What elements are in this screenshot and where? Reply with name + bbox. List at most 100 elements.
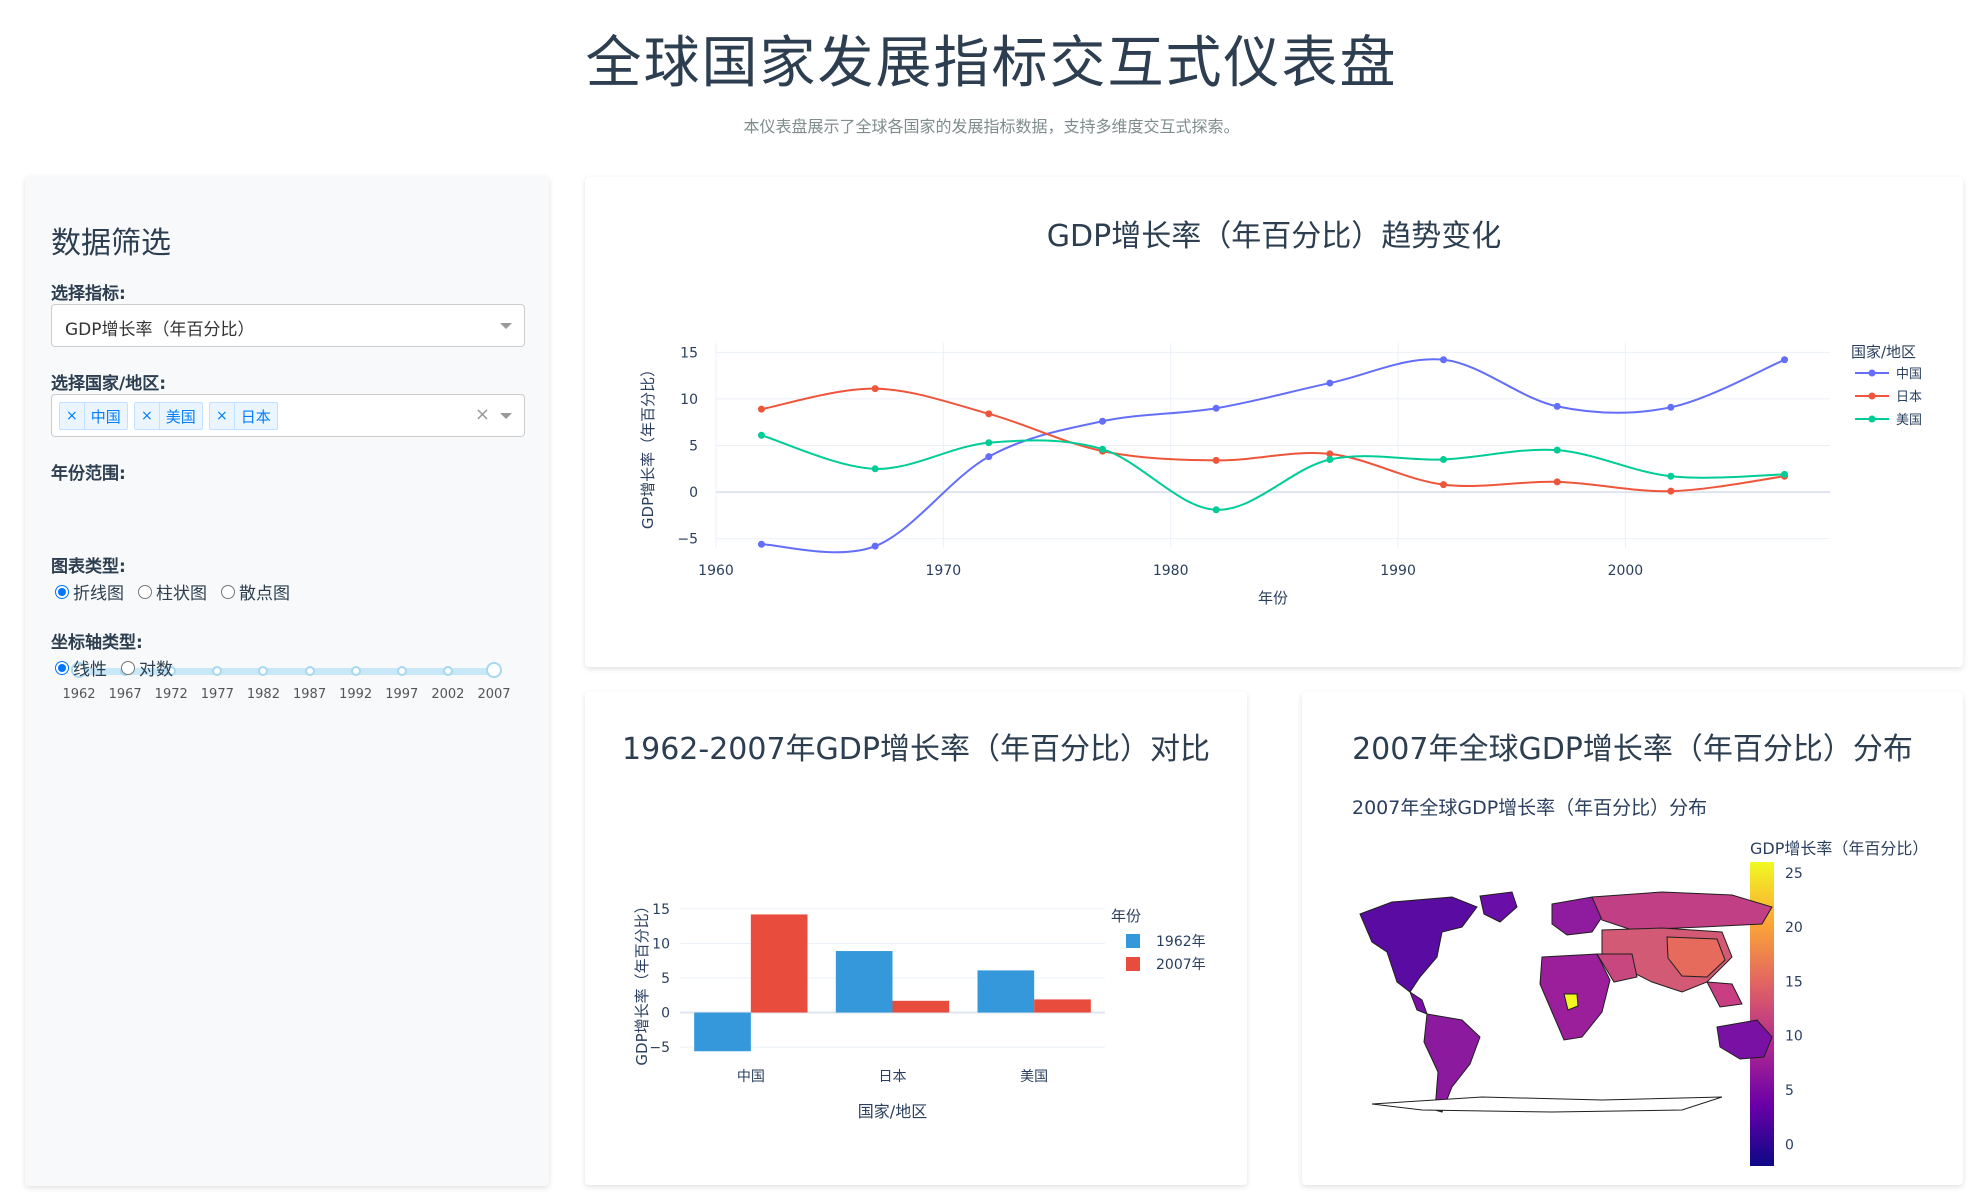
remove-tag-icon[interactable]: ×	[135, 403, 160, 429]
colorbar-tick-label: 15	[1785, 974, 1803, 990]
x-tick-label: 美国	[1020, 1069, 1048, 1085]
axis-type-radio-group: 线性 对数	[55, 655, 187, 680]
country-tag-label: 美国	[165, 407, 196, 426]
data-point	[1098, 445, 1106, 453]
x-tick-label: 日本	[879, 1069, 907, 1085]
data-point	[1781, 470, 1789, 478]
bar	[750, 914, 808, 1013]
choropleth-map[interactable]: GDP增长率（年百分比） 25 20 15 10 5 0	[1302, 692, 1963, 1185]
radio-icon[interactable]	[138, 584, 152, 599]
radio-icon[interactable]	[55, 660, 69, 675]
colorbar-title: GDP增长率（年百分比）	[1750, 839, 1928, 858]
data-point	[1212, 404, 1220, 412]
country-tag: × 美国	[134, 402, 203, 430]
map-card: 2007年全球GDP增长率（年百分比）分布 2007年全球GDP增长率（年百分比…	[1302, 692, 1963, 1185]
radio-icon[interactable]	[221, 584, 235, 599]
data-point	[871, 385, 879, 393]
y-tick-label: −5	[677, 532, 698, 548]
country-tag-label: 中国	[90, 407, 121, 426]
radio-label: 折线图	[73, 584, 124, 604]
radio-label: 线性	[73, 660, 107, 680]
data-point	[757, 405, 765, 413]
slider-dot	[442, 666, 453, 676]
y-tick-label: −5	[649, 1040, 670, 1056]
radio-label: 柱状图	[156, 584, 207, 604]
legend-label: 1962年	[1156, 934, 1206, 950]
x-axis-title: 年份	[1258, 589, 1288, 607]
countries-label: 选择国家/地区:	[51, 374, 167, 394]
axis-type-option-linear[interactable]: 线性	[55, 655, 107, 680]
y-tick-label: 0	[689, 485, 698, 501]
slider-mark-label: 1972	[154, 687, 188, 702]
data-point	[1440, 356, 1448, 364]
slider-track[interactable]	[79, 668, 494, 675]
y-tick-label: 0	[661, 1006, 670, 1022]
remove-tag-icon[interactable]: ×	[210, 403, 235, 429]
bar	[892, 1000, 950, 1013]
data-point	[985, 439, 993, 447]
x-axis-title: 国家/地区	[858, 1102, 927, 1121]
bar	[977, 970, 1035, 1013]
antarctica-region	[1371, 1096, 1723, 1113]
legend-marker	[1868, 415, 1876, 423]
colorbar-tick-label: 0	[1785, 1137, 1794, 1153]
filter-heading: 数据筛选	[51, 226, 171, 261]
china-region	[1666, 936, 1726, 978]
indicator-dropdown[interactable]: GDP增长率（年百分比）	[51, 304, 525, 347]
colorbar-tick-label: 25	[1785, 866, 1803, 882]
line-chart[interactable]: 1960 1970 1980 1990 2000−5051015年份GDP增长率（年百分…	[585, 177, 1963, 667]
legend-marker	[1868, 392, 1876, 400]
radio-icon[interactable]	[55, 584, 69, 599]
chart-type-option-scatter[interactable]: 散点图	[221, 579, 290, 604]
y-tick-label: 10	[680, 392, 698, 408]
chart-type-option-line[interactable]: 折线图	[55, 579, 124, 604]
legend-label: 日本	[1896, 390, 1922, 405]
country-tag: × 日本	[209, 402, 278, 430]
country-tag: × 中国	[59, 402, 128, 430]
clear-all-icon[interactable]: ×	[474, 404, 490, 425]
map-card-title: 2007年全球GDP增长率（年百分比）分布	[1352, 732, 1913, 767]
page-title: 全球国家发展指标交互式仪表盘	[585, 31, 1398, 96]
legend-label: 美国	[1896, 413, 1922, 428]
slider-dot	[350, 666, 361, 676]
slider-mark-label: 1987	[293, 687, 327, 702]
indicator-label: 选择指标:	[51, 284, 126, 304]
x-tick-label: 1960	[698, 563, 734, 579]
chevron-down-icon[interactable]	[500, 413, 512, 419]
slider-dot	[396, 666, 407, 676]
chevron-down-icon[interactable]	[500, 323, 512, 329]
countries-multiselect[interactable]: × 中国 × 美国 × 日本 ×	[51, 394, 525, 437]
legend-label: 中国	[1896, 367, 1922, 382]
southeast-asia-region	[1706, 981, 1743, 1008]
remove-tag-icon[interactable]: ×	[60, 403, 85, 429]
chart-type-option-bar[interactable]: 柱状图	[138, 579, 207, 604]
data-point	[1440, 455, 1448, 463]
slider-dot	[258, 666, 269, 676]
indicator-value: GDP增长率（年百分比）	[65, 320, 255, 340]
north-america-region	[1359, 896, 1478, 993]
y-tick-label: 10	[652, 936, 670, 952]
data-point	[1667, 472, 1675, 480]
data-point	[1667, 487, 1675, 495]
legend-label: 2007年	[1156, 957, 1206, 973]
slider-dot	[166, 666, 177, 676]
middle-east-region	[1596, 953, 1638, 983]
bar	[1034, 999, 1091, 1013]
data-point	[985, 453, 993, 461]
country-tag-label: 日本	[240, 407, 271, 426]
radio-icon[interactable]	[121, 660, 135, 675]
y-axis-title: GDP增长率（年百分比）	[639, 362, 657, 529]
data-point	[1553, 446, 1561, 454]
colorbar-tick-label: 5	[1785, 1083, 1794, 1099]
slider-handle[interactable]	[486, 662, 502, 678]
yellow-hotspot-region	[1563, 993, 1579, 1011]
slider-mark-label: 1992	[339, 687, 373, 702]
data-point	[985, 410, 993, 418]
series-line	[761, 358, 1785, 554]
slider-handle[interactable]	[71, 662, 87, 678]
line-chart-title: GDP增长率（年百分比）趋势变化	[1046, 219, 1502, 254]
axis-type-option-log[interactable]: 对数	[121, 655, 173, 680]
greenland-region	[1479, 891, 1518, 923]
data-point	[1098, 417, 1106, 425]
